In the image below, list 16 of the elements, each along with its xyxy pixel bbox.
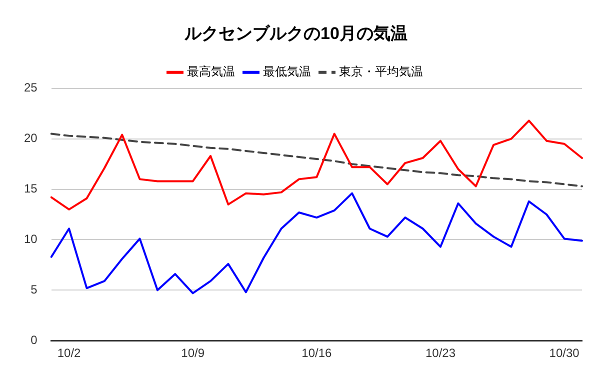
x-tick-label: 10/16 [302,346,332,360]
legend-label: 東京・平均気温 [339,64,423,79]
legend-label: 最低気温 [263,64,311,79]
x-tick-label: 10/30 [549,346,580,360]
chart-title: ルクセンブルクの10月の気温 [184,24,408,43]
y-tick-label: 5 [30,282,38,296]
x-tick-label: 10/23 [425,346,456,360]
y-tick-label: 10 [24,232,38,246]
y-tick-label: 25 [24,80,38,95]
y-tick-label: 20 [24,131,38,146]
y-tick-label: 0 [30,332,38,347]
line-series [50,132,583,188]
y-tick-label: 15 [24,182,38,196]
x-tick-label: 10/9 [181,346,205,360]
legend-label: 最高気温 [187,64,235,79]
x-tick-label: 10/2 [57,346,82,360]
